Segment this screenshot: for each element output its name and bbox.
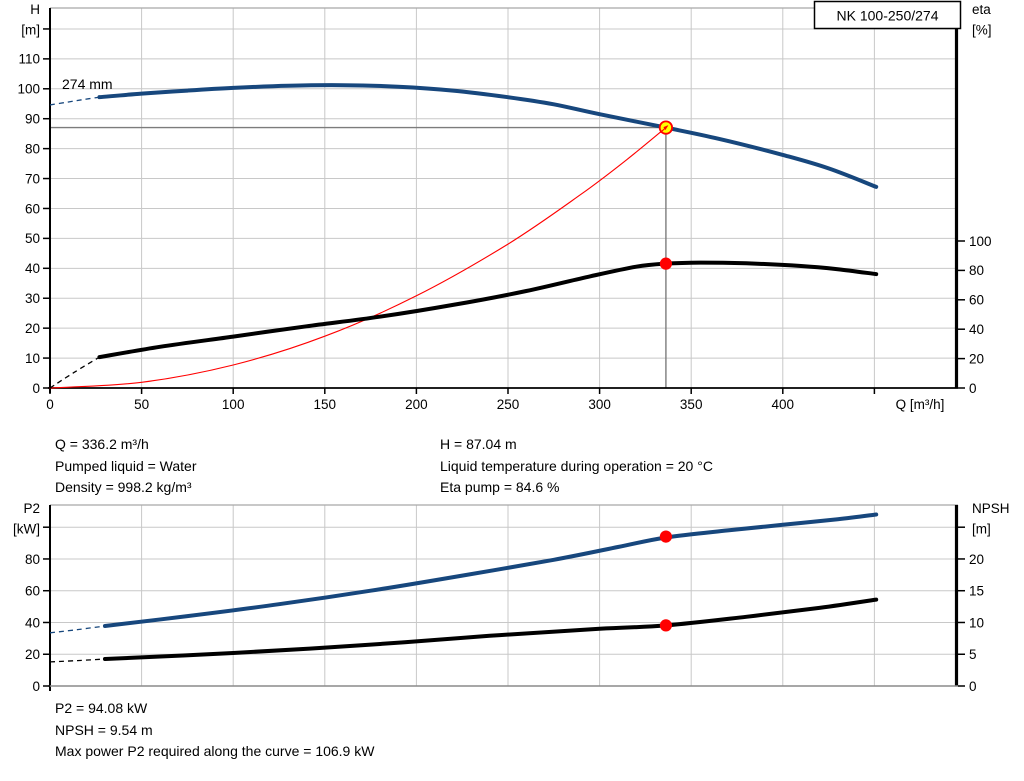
x-tick-label: 0 <box>46 397 54 412</box>
y-left-tick-label: 100 <box>17 82 40 97</box>
y-right-axis-title: eta <box>972 2 991 17</box>
y-left-tick-label: 10 <box>25 351 40 366</box>
y-right-tick-label: 0 <box>969 381 977 396</box>
y-left-tick-label: 40 <box>25 615 40 630</box>
y-left-tick-label: 80 <box>25 552 40 567</box>
x-tick-label: 400 <box>772 397 795 412</box>
x-tick-label: 250 <box>497 397 520 412</box>
info-eta-pump: Eta pump = 84.6 % <box>440 479 560 495</box>
y-right-axis-title: NPSH <box>972 501 1010 516</box>
info-density: Density = 998.2 kg/m³ <box>55 479 192 495</box>
p2-curve <box>102 512 879 628</box>
npsh-curve <box>102 597 879 662</box>
info-h: H = 87.04 m <box>440 436 517 452</box>
y-left-axis-title: H <box>30 2 40 17</box>
y-left-tick-label: 0 <box>32 679 40 694</box>
system-curve <box>49 127 667 389</box>
p2-point <box>659 530 673 543</box>
info-liquid-temperature: Liquid temperature during operation = 20… <box>440 457 713 474</box>
y-left-tick-label: 20 <box>25 321 40 336</box>
y-left-tick-label: 40 <box>25 261 40 276</box>
y-right-axis-unit: [%] <box>972 23 992 38</box>
y-right-tick-label: 20 <box>969 552 984 567</box>
y-left-tick-label: 110 <box>18 52 40 67</box>
y-right-axis-unit: [m] <box>972 522 991 537</box>
npsh-curve-dashed <box>49 658 106 663</box>
y-right-tick-label: 20 <box>969 351 984 366</box>
head-curve-274mm-dashed <box>49 96 100 106</box>
y-right-tick-label: 10 <box>969 615 984 630</box>
y-left-tick-label: 60 <box>25 584 40 599</box>
duty-info-left: Q = 336.2 m³/h Pumped liquid = Water Den… <box>55 434 197 499</box>
y-right-tick-label: 40 <box>969 322 984 337</box>
npsh-point <box>659 619 673 632</box>
x-tick-label: 50 <box>134 397 149 412</box>
y-left-tick-label: 20 <box>25 647 40 662</box>
power-info: P2 = 94.08 kW NPSH = 9.54 m Max power P2… <box>55 698 374 763</box>
y-left-tick-label: 30 <box>25 291 40 306</box>
x-tick-label: 150 <box>314 397 337 412</box>
y-left-tick-label: 90 <box>25 112 40 127</box>
y-left-tick-label: 70 <box>25 171 40 186</box>
x-tick-label: 300 <box>588 397 611 412</box>
y-left-tick-label: 60 <box>25 201 40 216</box>
info-q: Q = 336.2 m³/h <box>55 436 149 452</box>
eta-point <box>659 257 673 270</box>
model-box <box>813 0 962 30</box>
x-tick-label: 350 <box>680 397 703 412</box>
y-left-tick-label: 50 <box>25 231 40 246</box>
x-tick-label: 100 <box>222 397 245 412</box>
duty-info-right: H = 87.04 m Liquid temperature during op… <box>440 434 713 499</box>
efficiency-curve <box>97 260 879 360</box>
model-label: NK 100-250/274 <box>837 8 939 24</box>
y-left-axis-unit: [kW] <box>13 522 40 537</box>
impeller-diameter-label: 274 mm <box>62 76 113 92</box>
y-left-tick-label: 80 <box>25 141 40 156</box>
head-curve-274mm <box>97 83 879 189</box>
y-right-tick-label: 5 <box>969 647 977 662</box>
y-right-tick-label: 0 <box>969 679 977 694</box>
y-left-axis-title: P2 <box>23 501 40 516</box>
y-right-tick-label: 60 <box>969 293 984 308</box>
info-npsh: NPSH = 9.54 m <box>55 721 153 738</box>
y-right-tick-label: 100 <box>969 234 992 249</box>
duty-arrow-head <box>663 125 669 131</box>
info-max-power: Max power P2 required along the curve = … <box>55 743 375 759</box>
p2-npsh-chart: 0 20 40 60 80 0 5 10 15 20 P2 [kW] NPSH [m] <box>13 501 1010 694</box>
info-pumped-liquid: Pumped liquid = Water <box>55 457 197 474</box>
y-left-tick-label: 0 <box>32 381 40 396</box>
y-right-tick-label: 80 <box>969 263 984 278</box>
x-axis-title: Q [m³/h] <box>896 397 945 412</box>
info-p2: P2 = 94.08 kW <box>55 700 148 716</box>
y-left-axis-unit: [m] <box>21 23 40 38</box>
x-tick-label: 200 <box>405 397 428 412</box>
efficiency-curve-dashed <box>49 356 100 389</box>
y-right-tick-label: 15 <box>969 584 984 599</box>
qh-eta-chart: 0 10 20 30 40 50 60 70 80 90 100 110 0 20 40 60 80 100 0 50… <box>17 0 992 412</box>
p2-curve-dashed <box>49 625 106 634</box>
